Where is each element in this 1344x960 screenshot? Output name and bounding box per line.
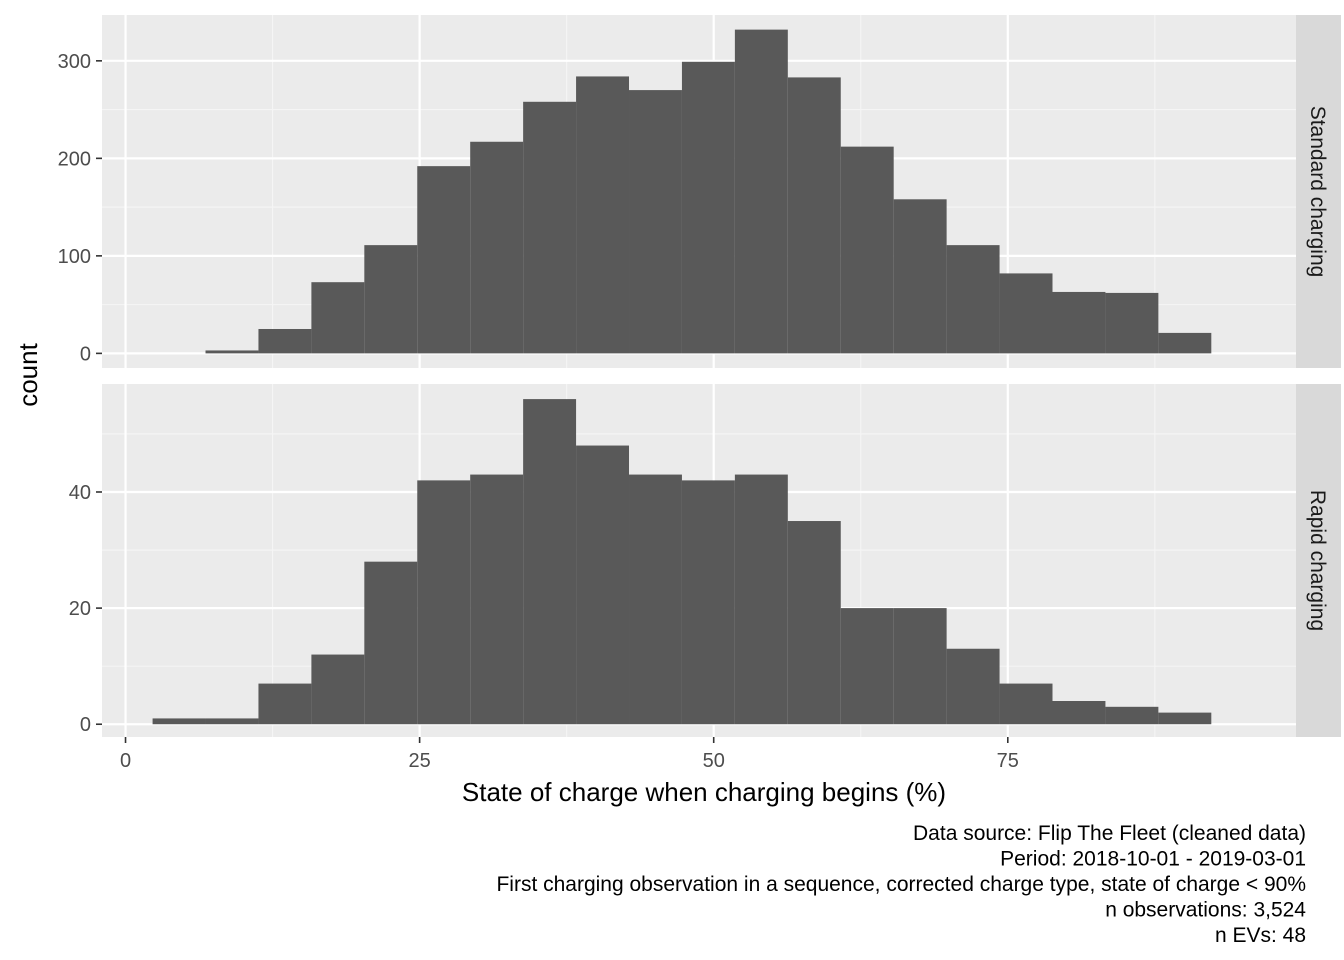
facet-strip-label: Standard charging [1306,106,1329,278]
histogram-bar [999,683,1053,725]
histogram-bar [734,474,788,725]
facet-rapid-charging: 0 20 40 Rapid charging [69,384,1341,737]
histogram-bar [311,654,365,725]
histogram-bar [1052,291,1106,354]
histogram-bar [1158,712,1212,725]
histogram-bar [152,718,206,725]
histogram-bar [364,245,418,354]
histogram-bar [417,480,471,725]
y-tick-label: 200 [58,148,91,170]
histogram-bar [629,90,682,354]
histogram-bar [576,76,630,354]
histogram-bar [893,608,947,725]
histogram-bar [840,608,894,725]
histogram-bar [1158,332,1212,354]
histogram-bar [523,101,577,354]
facet-strip-label: Rapid charging [1306,490,1329,631]
histogram-bar [946,648,1000,725]
histogram-bar [576,445,630,725]
histogram-bar [205,350,259,354]
histogram-bar [470,141,524,354]
facet-strip [1296,15,1341,368]
histogram-bar [364,561,418,725]
facet-strip [1296,384,1341,737]
histogram-bar [893,199,947,354]
histogram-bar [1052,701,1106,725]
caption: Data source: Flip The Fleet (cleaned dat… [496,822,1306,947]
histogram-bar [840,146,894,354]
histogram-bar [787,77,841,354]
caption-line: n observations: 3,524 [1105,899,1306,922]
histogram-bar [787,521,841,725]
histogram-bar [999,273,1053,354]
histogram-bar [258,328,312,354]
histogram-bar [311,282,365,354]
histogram-bar [470,474,524,725]
x-axis: 0 25 50 75 [120,737,1019,772]
x-tick-label: 0 [120,750,131,772]
caption-line: Data source: Flip The Fleet (cleaned dat… [913,822,1306,845]
y-tick-label: 20 [69,598,91,620]
y-tick-label: 40 [69,482,91,504]
histogram-bar [258,683,312,725]
caption-line: First charging observation in a sequence… [496,873,1306,896]
x-tick-label: 25 [408,750,430,772]
histogram-bar [1105,706,1159,725]
histogram-bar [946,245,1000,354]
x-tick-label: 50 [703,750,725,772]
facet-standard-charging: 0 100 200 300 Standard charging [58,15,1341,368]
y-tick-label: 300 [58,51,91,73]
histogram-bar [681,480,735,725]
histogram-bar [629,474,682,725]
caption-line: Period: 2018-10-01 - 2019-03-01 [1000,848,1306,871]
y-tick-label: 0 [80,343,91,365]
y-axis-title: count [13,342,43,406]
y-tick-label: 0 [80,714,91,736]
caption-line: n EVs: 48 [1215,924,1306,947]
y-tick-label: 100 [58,246,91,268]
histogram-bar [1105,292,1159,354]
histogram-bar [205,718,259,725]
histogram-bar [417,166,471,354]
histogram-bar [523,399,577,725]
x-axis-title: State of charge when charging begins (%) [462,777,946,807]
histogram-bar [681,61,735,354]
histogram-bar [734,29,788,354]
x-tick-label: 75 [997,750,1019,772]
